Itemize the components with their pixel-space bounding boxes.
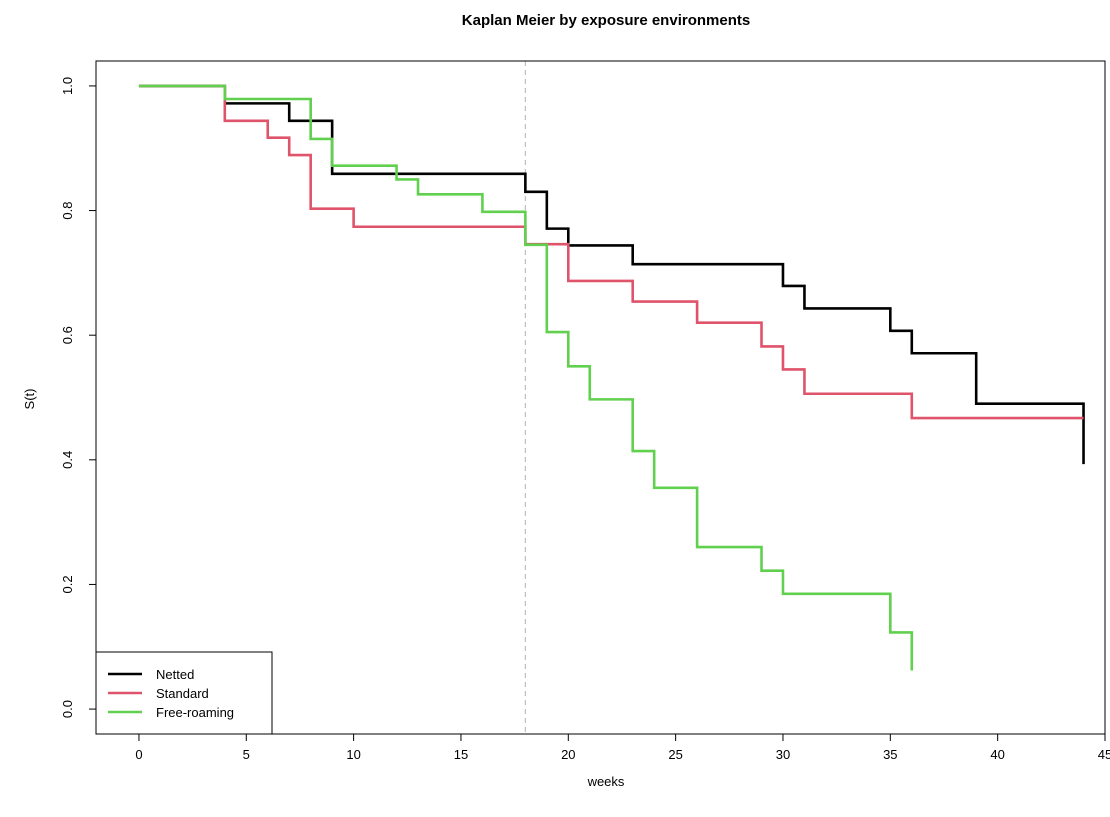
y-tick-label: 0.0: [60, 700, 75, 718]
x-tick-label: 25: [668, 747, 682, 762]
x-tick-label: 0: [135, 747, 142, 762]
plot-frame: [95, 60, 1106, 735]
y-axis-label: S(t): [22, 389, 37, 410]
x-axis-label: weeks: [587, 774, 625, 789]
x-tick-label: 10: [346, 747, 360, 762]
y-tick-label: 0.2: [60, 575, 75, 593]
series-layer: [138, 84, 1085, 671]
x-tick-label: 15: [454, 747, 468, 762]
chart-title: Kaplan Meier by exposure environments: [462, 12, 750, 29]
x-tick-label: 20: [561, 747, 575, 762]
x-tick-label: 35: [883, 747, 897, 762]
x-tick-label: 5: [243, 747, 250, 762]
legend-label: Free-roaming: [156, 705, 234, 720]
y-tick-label: 0.4: [60, 451, 75, 469]
legend-label: Standard: [156, 686, 209, 701]
axes: 0 5 10 15 20 25 30 35 40 45 0.0 0.2 0.4 0.6 0.8 1.0: [60, 77, 1110, 762]
legend-label: Netted: [156, 667, 194, 682]
x-tick-label: 45: [1098, 747, 1110, 762]
x-tick-label: 30: [776, 747, 790, 762]
series-line-standard: [138, 84, 1084, 420]
y-tick-label: 0.6: [60, 326, 75, 344]
y-tick-label: 0.8: [60, 202, 75, 220]
legend: Netted Standard Free-roaming: [95, 651, 273, 735]
y-tick-label: 1.0: [60, 77, 75, 95]
series-line-free-roaming: [138, 84, 914, 671]
series-line-netted: [138, 84, 1085, 465]
x-tick-label: 40: [990, 747, 1004, 762]
